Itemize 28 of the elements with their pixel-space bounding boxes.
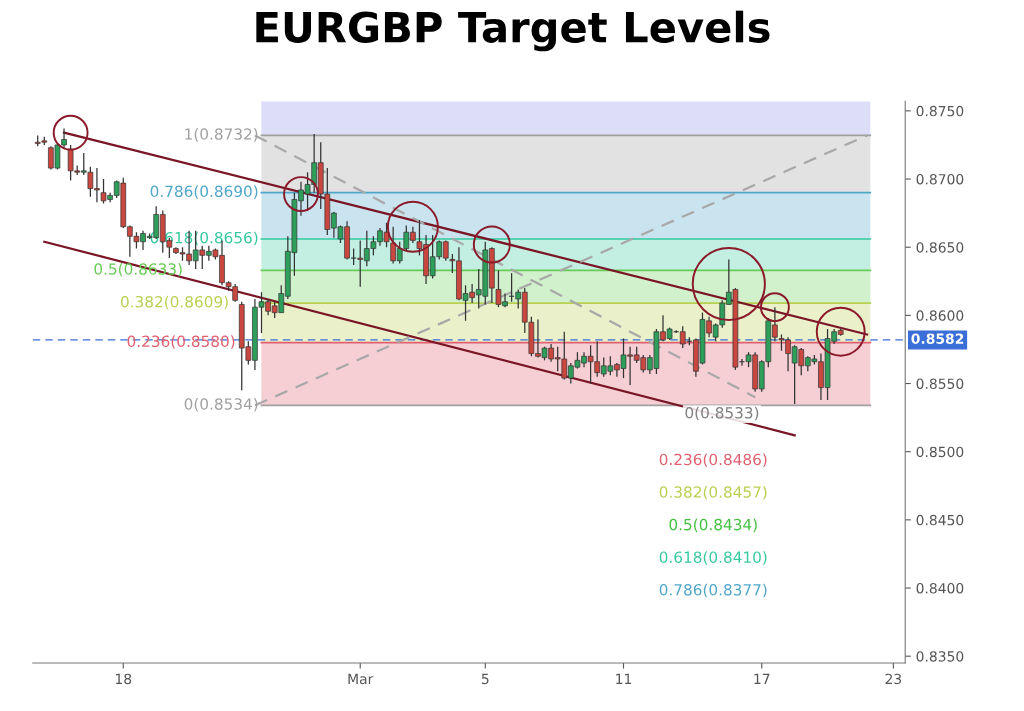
y-tick-label: 0.8700 xyxy=(916,174,964,185)
x-tick-label: 17 xyxy=(754,673,770,684)
band-label: 0.382(0.8609) xyxy=(121,295,228,310)
x-tick-label: 11 xyxy=(616,673,632,684)
ref-line-label: 0(0.8534) xyxy=(184,397,258,412)
y-tick-label: 0.8550 xyxy=(916,378,964,389)
annotation: 0.618(0.8410) xyxy=(659,551,767,565)
y-tick-label: 0.8750 xyxy=(916,105,964,117)
y-tick-label: 0.8500 xyxy=(916,446,964,458)
annotation: 0.236(0.8486) xyxy=(659,453,767,468)
y-tick-label: 0.8600 xyxy=(916,310,964,321)
ref-line-label: 0.8582 xyxy=(911,333,964,344)
chart-title: EURGBP Target Levels xyxy=(256,10,770,52)
y-tick-label: 0.8650 xyxy=(916,242,964,253)
band-label: 0.236(0.8580) xyxy=(127,335,235,349)
x-tick-label: Mar xyxy=(348,673,374,685)
x-tick-label: 5 xyxy=(481,673,489,685)
y-tick-label: 0.8350 xyxy=(916,651,964,662)
band-label: 0.786(0.8690) xyxy=(150,185,258,199)
annotation: 0(0.8533) xyxy=(685,406,759,421)
annotation: 0.5(0.8434) xyxy=(669,518,757,533)
y-tick-label: 0.8400 xyxy=(916,582,964,594)
band-label: 1(0.8732) xyxy=(185,128,258,142)
annotation: 0.382(0.8457) xyxy=(659,486,767,500)
x-tick-label: 18 xyxy=(115,673,132,685)
annotation: 0.786(0.8377) xyxy=(659,583,767,598)
x-tick-label: 23 xyxy=(885,673,902,685)
y-tick-label: 0.8450 xyxy=(916,514,964,526)
